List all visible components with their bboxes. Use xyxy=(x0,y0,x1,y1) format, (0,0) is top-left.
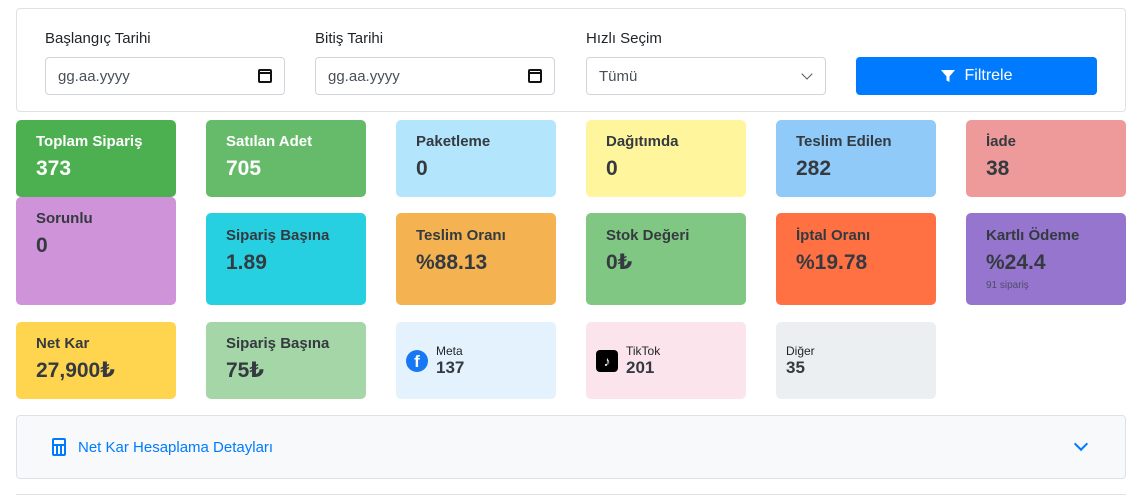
stat-label: Kartlı Ödeme xyxy=(986,227,1080,244)
start-date-placeholder: gg.aa.yyyy xyxy=(58,67,130,85)
end-date-label: Bitiş Tarihi xyxy=(315,30,384,47)
end-date-input[interactable]: gg.aa.yyyy xyxy=(315,57,555,95)
stat-value: 0 xyxy=(606,157,618,180)
stat-card-packaging: Paketleme 0 xyxy=(396,120,556,197)
stat-card-delivery-rate: Teslim Oranı %88.13 xyxy=(396,213,556,305)
stat-label: Satılan Adet xyxy=(226,133,313,150)
stat-label: Toplam Sipariş xyxy=(36,133,143,150)
divider xyxy=(16,494,1126,495)
stat-value: 282 xyxy=(796,157,832,180)
stat-label: Sipariş Başına xyxy=(226,335,330,352)
source-value: 137 xyxy=(436,358,465,377)
end-date-placeholder: gg.aa.yyyy xyxy=(328,67,400,85)
stat-label: Teslim Edilen xyxy=(796,133,892,150)
source-card-meta: f Meta 137 xyxy=(396,322,556,399)
stat-value: 705 xyxy=(226,157,262,180)
stat-value: %19.78 xyxy=(796,251,868,274)
stat-subtext: 91 sipariş xyxy=(986,280,1029,291)
filter-button[interactable]: Filtrele xyxy=(856,57,1097,95)
source-label: Meta xyxy=(436,344,463,358)
stat-card-card-payment: Kartlı Ödeme %24.4 91 sipariş xyxy=(966,213,1126,305)
calendar-icon[interactable] xyxy=(258,69,272,83)
stat-card-sold-units: Satılan Adet 705 xyxy=(206,120,366,197)
calculator-icon xyxy=(52,438,66,456)
stat-value: 373 xyxy=(36,157,72,180)
source-label: Diğer xyxy=(786,344,815,358)
stat-value: 1.89 xyxy=(226,251,267,274)
stat-label: Teslim Oranı xyxy=(416,227,506,244)
calendar-icon[interactable] xyxy=(528,69,542,83)
stat-value: 27,900₺ xyxy=(36,359,115,382)
filter-panel: Başlangıç Tarihi gg.aa.yyyy Bitiş Tarihi… xyxy=(16,8,1126,112)
stat-label: Stok Değeri xyxy=(606,227,690,244)
facebook-icon: f xyxy=(406,349,428,372)
quick-select-value: Tümü xyxy=(599,67,638,85)
quick-select-label: Hızlı Seçim xyxy=(586,30,662,47)
stat-label: Sorunlu xyxy=(36,210,93,227)
stat-value: 0 xyxy=(36,234,48,257)
source-card-tiktok: ♪ TikTok 201 xyxy=(586,322,746,399)
stat-label: İptal Oranı xyxy=(796,227,871,244)
stat-value: 0₺ xyxy=(606,251,633,274)
tiktok-icon: ♪ xyxy=(596,349,618,372)
funnel-icon xyxy=(941,70,956,82)
source-value: 35 xyxy=(786,358,805,377)
chevron-down-icon[interactable] xyxy=(1073,436,1089,452)
stat-value: 38 xyxy=(986,157,1010,180)
accordion-title: Net Kar Hesaplama Detayları xyxy=(78,438,274,456)
stat-label: Net Kar xyxy=(36,335,90,352)
source-label: TikTok xyxy=(626,344,661,358)
stat-value: %24.4 xyxy=(986,251,1046,274)
stat-card-net-profit: Net Kar 27,900₺ xyxy=(16,322,176,399)
stat-card-per-order: Sipariş Başına 1.89 xyxy=(206,213,366,305)
stat-card-cancel-rate: İptal Oranı %19.78 xyxy=(776,213,936,305)
stat-label: Sipariş Başına xyxy=(226,227,330,244)
stat-card-distribution: Dağıtımda 0 xyxy=(586,120,746,197)
stat-card-stock-value: Stok Değeri 0₺ xyxy=(586,213,746,305)
source-value: 201 xyxy=(626,358,655,377)
start-date-label: Başlangıç Tarihi xyxy=(45,30,151,47)
stat-card-returns: İade 38 xyxy=(966,120,1126,197)
stat-value: 75₺ xyxy=(226,359,264,382)
chevron-down-icon xyxy=(801,68,813,80)
stat-value: %88.13 xyxy=(416,251,488,274)
stat-label: Dağıtımda xyxy=(606,133,679,150)
stat-value: 0 xyxy=(416,157,428,180)
stat-card-per-order-revenue: Sipariş Başına 75₺ xyxy=(206,322,366,399)
stat-label: İade xyxy=(986,133,1017,150)
stat-label: Paketleme xyxy=(416,133,491,150)
stat-card-problematic: Sorunlu 0 xyxy=(16,197,176,305)
source-card-other: Diğer 35 xyxy=(776,322,936,399)
net-profit-details-accordion[interactable]: Net Kar Hesaplama Detayları xyxy=(16,415,1126,479)
stat-card-total-orders: Toplam Sipariş 373 xyxy=(16,120,176,197)
quick-select[interactable]: Tümü xyxy=(586,57,826,95)
stat-card-delivered: Teslim Edilen 282 xyxy=(776,120,936,197)
start-date-input[interactable]: gg.aa.yyyy xyxy=(45,57,285,95)
filter-button-label: Filtrele xyxy=(964,67,1013,84)
